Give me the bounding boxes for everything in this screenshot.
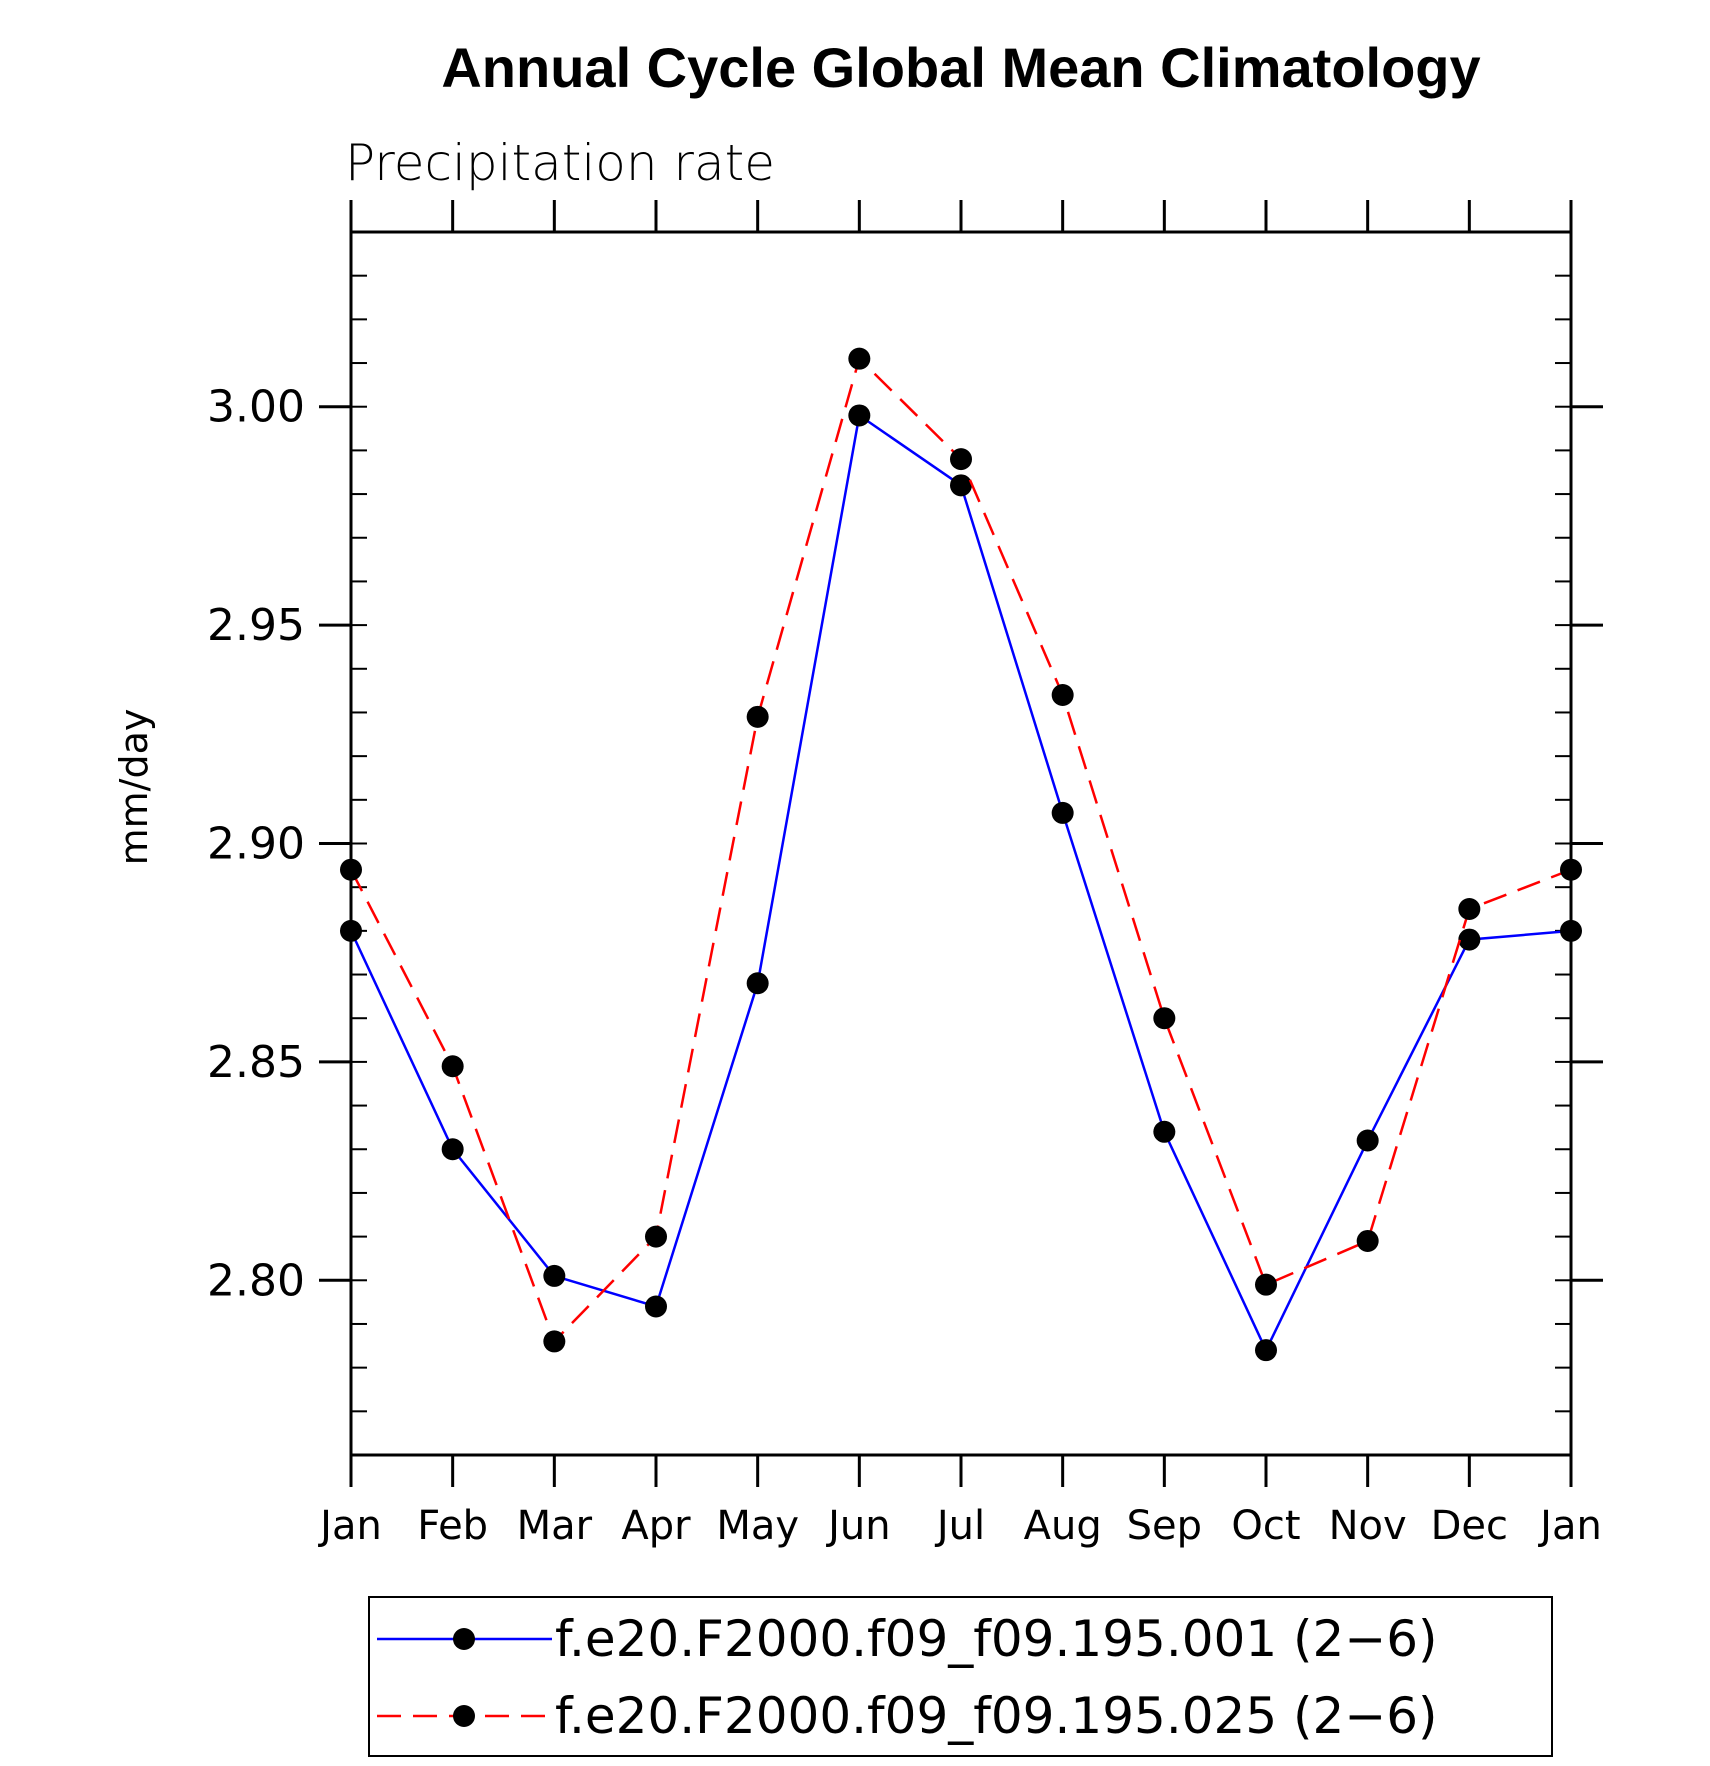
data-point [1051,801,1074,824]
plot-frame [349,230,1573,1457]
x-tick-label: Sep [1127,1503,1202,1549]
x-tick-label: Jun [825,1503,891,1549]
data-point [746,705,769,728]
x-tick-label: Aug [1024,1503,1102,1549]
data-point [746,972,769,995]
y-tick-label: 2.85 [207,1037,305,1088]
data-point [1356,1129,1379,1152]
data-point [645,1225,667,1248]
data-point [1255,1273,1277,1296]
data-point [645,1295,667,1318]
x-tick-label: Apr [621,1503,691,1549]
data-point [1153,1120,1176,1143]
legend-box [368,1596,1553,1757]
data-point [950,474,972,497]
data-point [1051,683,1074,706]
y-axis-label: mm/day [112,709,156,866]
x-tick-label: Oct [1231,1503,1300,1549]
x-tick-label: Nov [1329,1503,1407,1549]
legend-entry-1: f.e20.F2000.f09_f09.195.001 (2−6) [377,1610,1438,1668]
data-point [1255,1339,1277,1362]
data-point [1153,1007,1176,1030]
legend-label: f.e20.F2000.f09_f09.195.001 (2−6) [555,1610,1438,1668]
x-tick-label: Dec [1431,1503,1508,1549]
series-line [349,356,1572,1344]
x-tick-label: Jul [934,1503,985,1549]
data-point [441,1138,464,1161]
y-tick-label: 2.95 [207,600,305,651]
legend-label: f.e20.F2000.f09_f09.195.025 (2−6) [555,1687,1438,1745]
data-point [340,919,362,942]
series-line [349,413,1572,1354]
data-point [441,1055,464,1078]
data-point [1458,898,1481,921]
x-tick-label: Feb [417,1503,488,1549]
x-tick-label: Jan [1537,1503,1602,1549]
data-point [848,404,871,427]
legend-entry-2: f.e20.F2000.f09_f09.195.025 (2−6) [377,1687,1438,1745]
data-point [1356,1229,1379,1252]
y-tick-label: 2.80 [207,1255,305,1306]
chart-title: Annual Cycle Global Mean Climatology [441,36,1480,99]
series-2 [340,347,1582,1353]
data-point [1458,928,1481,951]
data-point [1560,858,1582,881]
data-point [848,347,871,370]
legend-marker [453,1628,475,1650]
data-point [1560,919,1582,942]
legend-marker [453,1705,475,1727]
y-tick-label: 3.00 [207,382,305,433]
series-1 [340,404,1582,1362]
data-point [340,858,362,881]
chart-subtitle: Precipitation rate [345,134,775,192]
x-tick-label: Jan [317,1503,382,1549]
x-tick-label: Mar [517,1503,593,1549]
x-tick-label: May [716,1503,799,1549]
data-point [950,448,972,471]
data-point [543,1330,566,1353]
data-point [543,1264,566,1287]
y-tick-label: 2.90 [207,819,305,870]
